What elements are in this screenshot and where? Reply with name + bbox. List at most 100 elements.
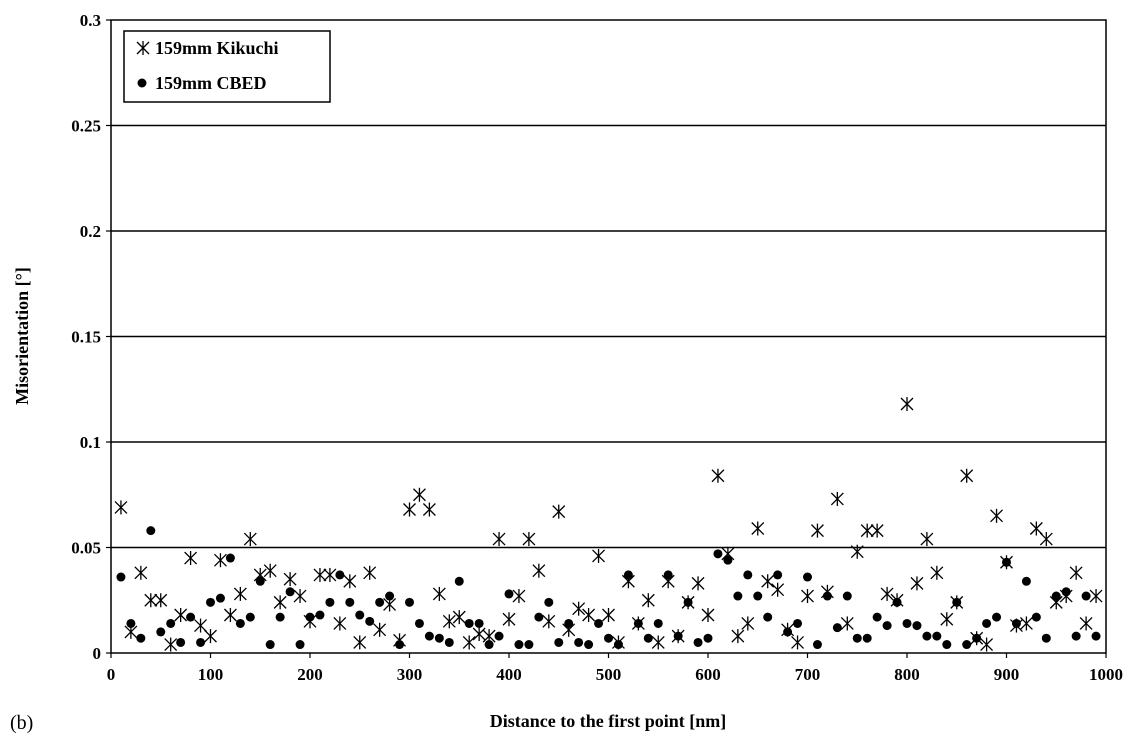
y-tick-label: 0 — [93, 644, 102, 663]
legend-cbed-marker — [137, 78, 147, 88]
kikuchi-point — [890, 593, 904, 608]
kikuchi-point — [771, 582, 785, 597]
cbed-point — [653, 618, 663, 628]
kikuchi-point — [422, 502, 436, 517]
cbed-point — [793, 618, 803, 628]
cbed-point — [186, 612, 196, 622]
kikuchi-point — [452, 610, 466, 625]
kikuchi-point — [482, 629, 496, 644]
kikuchi-point — [801, 589, 814, 604]
cbed-point — [514, 640, 524, 650]
kikuchi-point — [343, 574, 357, 589]
cbed-point — [265, 640, 275, 650]
kikuchi-point — [164, 637, 178, 652]
cbed-point — [424, 631, 434, 641]
cbed-point — [713, 549, 723, 559]
cbed-point — [1081, 591, 1091, 601]
cbed-point — [136, 633, 146, 643]
cbed-point — [365, 616, 375, 626]
kikuchi-point — [1019, 616, 1033, 631]
kikuchi-point — [641, 593, 655, 608]
kikuchi-point — [144, 593, 158, 608]
cbed-point — [743, 570, 753, 580]
kikuchi-point — [1009, 618, 1023, 633]
cbed-point — [414, 618, 424, 628]
kikuchi-point — [980, 637, 994, 652]
kikuchi-point — [1029, 521, 1043, 536]
cbed-point — [554, 637, 564, 647]
kikuchi-point — [333, 616, 347, 631]
cbed-point — [116, 572, 126, 582]
kikuchi-point — [691, 576, 705, 591]
kikuchi-point — [1039, 532, 1053, 547]
kikuchi-point — [542, 614, 556, 629]
x-tick-label: 1000 — [1089, 665, 1123, 684]
kikuchi-point — [970, 631, 984, 646]
kikuchi-point — [990, 508, 1004, 523]
kikuchi-point — [442, 614, 456, 629]
kikuchi-point — [154, 593, 168, 608]
cbed-point — [803, 572, 812, 582]
cbed-point — [484, 640, 494, 650]
kikuchi-point — [950, 595, 964, 610]
kikuchi-point — [403, 502, 416, 517]
cbed-point — [285, 587, 295, 597]
kikuchi-point — [920, 532, 934, 547]
kikuchi-point — [134, 565, 148, 580]
cbed-point — [753, 591, 763, 601]
cbed-point — [166, 618, 176, 628]
cbed-point — [962, 640, 972, 650]
cbed-point — [434, 633, 444, 643]
cbed-point — [245, 612, 255, 622]
cbed-point — [992, 612, 1002, 622]
cbed-point — [902, 618, 912, 628]
cbed-point — [385, 591, 395, 601]
cbed-point — [444, 637, 454, 647]
cbed-point — [225, 553, 235, 563]
kikuchi-point — [611, 635, 625, 650]
kikuchi-point — [960, 468, 974, 483]
x-tick-label: 600 — [695, 665, 721, 684]
cbed-point — [544, 597, 554, 607]
cbed-point — [703, 633, 713, 643]
kikuchi-point — [512, 589, 526, 604]
kikuchi-point — [363, 565, 377, 580]
cbed-point — [196, 637, 206, 647]
kikuchi-point — [393, 633, 407, 648]
kikuchi-point — [880, 586, 894, 601]
kikuchi-point — [840, 616, 854, 631]
cbed-point — [693, 637, 703, 647]
x-tick-label: 0 — [107, 665, 116, 684]
kikuchi-point — [263, 563, 277, 578]
kikuchi-point — [204, 629, 217, 644]
kikuchi-point — [900, 397, 914, 412]
kikuchi-point — [373, 622, 387, 637]
legend-kikuchi-marker — [136, 41, 150, 55]
kikuchi-point — [701, 608, 715, 623]
kikuchi-point — [552, 504, 566, 519]
cbed-point — [275, 612, 285, 622]
kikuchi-point — [1049, 595, 1063, 610]
kikuchi-point — [761, 574, 775, 589]
kikuchi-point — [303, 614, 317, 629]
kikuchi-point — [502, 612, 516, 627]
y-tick-label: 0.3 — [80, 11, 101, 30]
cbed-point — [912, 621, 922, 631]
kikuchi-point — [323, 567, 337, 582]
y-tick-label: 0.05 — [71, 539, 101, 558]
kikuchi-point — [383, 597, 397, 612]
cbed-point — [812, 640, 822, 650]
kikuchi-point — [631, 616, 645, 631]
cbed-point — [464, 618, 474, 628]
kikuchi-point — [930, 565, 944, 580]
kikuchi-point — [592, 548, 606, 563]
kikuchi-point — [791, 635, 805, 650]
gridlines — [111, 124, 1106, 549]
cbed-point — [733, 591, 743, 601]
cbed-point — [524, 640, 534, 650]
kikuchi-point — [681, 595, 695, 610]
kikuchi-point — [910, 576, 924, 591]
y-tick-label: 0.2 — [80, 222, 101, 241]
kikuchi-point — [671, 629, 685, 644]
kikuchi-point — [602, 608, 615, 623]
